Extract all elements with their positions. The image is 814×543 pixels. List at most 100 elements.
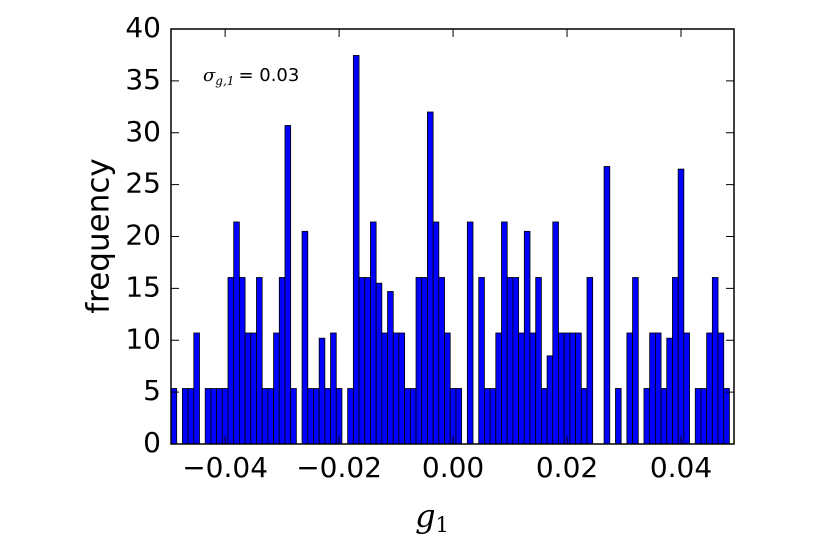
bar	[261, 388, 269, 445]
bar	[449, 388, 457, 445]
y-tick-label: 30	[125, 115, 161, 148]
bar	[290, 388, 297, 445]
bar	[375, 282, 383, 445]
bar	[489, 388, 497, 445]
bar	[569, 332, 576, 445]
bar	[512, 277, 520, 445]
bar	[347, 388, 354, 445]
bar	[238, 277, 246, 445]
bar	[529, 332, 537, 445]
bar	[495, 332, 502, 445]
bar	[575, 332, 582, 445]
bar	[244, 332, 252, 445]
bar	[552, 221, 559, 445]
bar	[216, 388, 223, 445]
bar	[181, 388, 189, 445]
bar	[187, 388, 195, 445]
bar	[267, 388, 274, 445]
bar	[330, 332, 337, 445]
bar	[335, 388, 343, 445]
bar	[250, 332, 257, 445]
y-tick-label: 40	[125, 11, 161, 44]
y-tick-label: 10	[125, 322, 161, 355]
y-axis-label: frequency	[81, 158, 117, 313]
bar	[649, 332, 656, 445]
bar	[358, 277, 366, 445]
bar	[660, 388, 668, 445]
bar	[580, 388, 588, 445]
x-tick-label: −0.02	[296, 451, 382, 484]
x-axis-label: g1	[415, 497, 449, 537]
y-tick-label: 25	[125, 167, 161, 200]
bar	[677, 168, 685, 445]
bar	[603, 166, 611, 445]
bar	[438, 277, 445, 445]
x-tick-label: −0.04	[182, 451, 268, 484]
bar	[518, 332, 525, 445]
bar	[723, 388, 730, 445]
bar	[387, 291, 394, 445]
bar	[404, 388, 411, 445]
bar	[324, 388, 331, 445]
y-tick-label: 15	[125, 270, 161, 303]
x-tick-label: 0.00	[422, 451, 484, 484]
bar	[540, 388, 548, 445]
bar	[694, 388, 702, 445]
bar	[364, 277, 371, 445]
bar	[221, 388, 229, 445]
bar	[210, 388, 217, 445]
bar	[313, 388, 320, 445]
bar	[672, 277, 679, 445]
bar	[586, 277, 594, 445]
bar	[370, 221, 377, 445]
bar	[717, 332, 725, 445]
bar	[318, 337, 326, 445]
annotation-text: = 0.03	[238, 65, 299, 86]
bar	[284, 125, 292, 445]
bar	[307, 388, 314, 445]
bar	[466, 221, 474, 445]
bar	[427, 111, 434, 445]
bar	[706, 332, 713, 445]
bar	[421, 277, 428, 445]
y-tick-label: 0	[143, 426, 161, 459]
bar	[506, 277, 514, 445]
bar	[484, 388, 491, 445]
bar	[626, 332, 633, 445]
y-tick-label: 20	[125, 219, 161, 252]
bar	[455, 388, 463, 445]
bar	[615, 388, 622, 445]
bar	[432, 221, 440, 445]
bar	[256, 277, 263, 445]
bar	[381, 332, 388, 445]
bar	[444, 332, 451, 445]
bar	[227, 277, 235, 445]
x-tick-label: 0.04	[650, 451, 712, 484]
annotation-subscript: g,1	[215, 74, 234, 88]
bar	[700, 388, 708, 445]
bar	[352, 55, 360, 445]
bar	[273, 332, 280, 445]
bar	[278, 277, 286, 445]
bar	[392, 332, 400, 445]
bar	[546, 355, 554, 445]
bar	[501, 221, 508, 445]
annotation-symbol: σ	[203, 65, 216, 86]
x-tick-label: 0.02	[536, 451, 598, 484]
x-label-subscript: 1	[436, 513, 449, 537]
bar	[415, 277, 423, 445]
bar	[711, 277, 719, 445]
x-label-symbol: g	[415, 497, 435, 535]
bar	[193, 332, 200, 445]
bar	[204, 388, 212, 445]
bar	[666, 337, 673, 445]
y-tick-label: 35	[125, 63, 161, 96]
bar	[409, 388, 417, 445]
bar	[535, 277, 542, 445]
bar	[632, 277, 639, 445]
bar	[654, 332, 662, 445]
bar	[683, 332, 690, 445]
bar	[643, 388, 651, 445]
bar	[478, 277, 485, 445]
